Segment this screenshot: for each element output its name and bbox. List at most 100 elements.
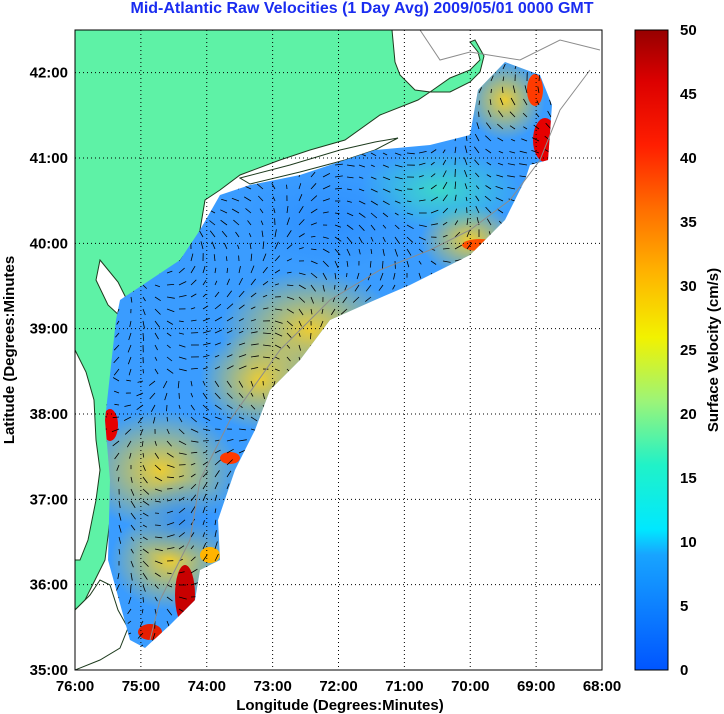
velocity-arrow (545, 122, 552, 130)
velocity-arrow (394, 176, 403, 180)
velocity-arrow (226, 459, 233, 466)
velocity-arrow (128, 332, 132, 341)
velocity-arrow (166, 464, 175, 468)
velocity-arrow (226, 290, 233, 298)
velocity-arrow (130, 536, 135, 542)
velocity-arrow (406, 152, 415, 155)
velocity-arrow (214, 530, 217, 538)
velocity-arrow (298, 205, 304, 214)
velocity-arrow (130, 548, 134, 554)
x-tick-label: 74:00 (188, 678, 226, 695)
velocity-arrow (124, 404, 132, 407)
velocity-arrow (394, 248, 398, 257)
velocity-arrow (190, 319, 197, 322)
velocity-arrow (490, 75, 494, 82)
velocity-arrow (382, 152, 388, 156)
velocity-arrow (442, 159, 447, 166)
chesapeake-bay (75, 349, 101, 561)
velocity-arrow (235, 231, 240, 238)
velocity-arrow (358, 212, 366, 218)
x-tick-label: 76:00 (56, 678, 94, 695)
velocity-arrow (226, 380, 232, 388)
velocity-arrow (464, 183, 468, 190)
velocity-arrow (473, 146, 480, 154)
velocity-arrow (250, 265, 255, 274)
velocity-arrow (190, 380, 193, 387)
velocity-arrow (113, 356, 120, 364)
velocity-arrow (497, 137, 504, 142)
velocity-arrow (507, 175, 516, 178)
velocity-arrow (202, 481, 208, 490)
velocity-arrow (442, 149, 446, 154)
velocity-arrow (130, 296, 133, 303)
velocity-arrow (406, 236, 414, 243)
velocity-arrow (118, 524, 122, 533)
velocity-arrow (113, 390, 120, 394)
velocity-arrow (496, 208, 504, 214)
velocity-arrow (322, 236, 329, 239)
velocity-arrow (430, 184, 437, 190)
velocity-arrow (202, 506, 206, 514)
velocity-arrow (142, 308, 146, 316)
velocity-arrow (454, 220, 459, 226)
velocity-arrow (286, 271, 292, 274)
velocity-arrow (190, 568, 198, 574)
velocity-arrow (442, 260, 451, 263)
velocity-arrow (394, 200, 401, 204)
velocity-arrow (298, 219, 305, 226)
bathymetry-contour (419, 30, 601, 61)
velocity-arrow (298, 194, 303, 202)
velocity-arrow (512, 85, 516, 94)
velocity-arrow (418, 236, 426, 241)
velocity-arrow (111, 428, 120, 433)
velocity-arrow (190, 545, 195, 550)
colorbar-tick-label: 40 (680, 150, 697, 167)
velocity-arrow (394, 152, 402, 156)
velocity-arrow (127, 344, 132, 353)
velocity-arrow (214, 329, 222, 334)
velocity-arrow (166, 596, 173, 602)
velocity-arrow (533, 124, 540, 130)
velocity-arrow (238, 365, 247, 370)
velocity-arrow (226, 404, 233, 409)
velocity-arrow (142, 512, 149, 517)
velocity-arrow (418, 272, 422, 279)
velocity-arrow (178, 596, 187, 600)
colorbar-tick-label: 45 (680, 86, 697, 103)
velocity-arrow (202, 342, 211, 346)
velocity-arrow (226, 303, 234, 310)
velocity-arrow (211, 241, 216, 250)
velocity-arrow (113, 368, 120, 376)
velocity-arrow (262, 307, 269, 310)
velocity-arrow (378, 284, 384, 291)
velocity-arrow (507, 163, 516, 166)
colorbar-tick-label: 25 (680, 342, 697, 359)
velocity-arrow (142, 584, 146, 592)
velocity-arrow (286, 258, 292, 262)
velocity-arrow (130, 524, 136, 531)
x-tick-label: 68:00 (583, 678, 621, 695)
velocity-arrow (346, 272, 348, 278)
velocity-arrow (274, 320, 283, 324)
velocity-arrow (485, 122, 492, 130)
velocity-arrow (346, 236, 353, 244)
velocity-arrow (178, 486, 184, 490)
velocity-arrow (475, 185, 480, 190)
velocity-arrow (190, 416, 197, 423)
velocity-arrow (154, 452, 160, 459)
velocity-arrow (509, 151, 516, 154)
velocity-arrow (248, 233, 252, 238)
velocity-arrow (519, 175, 528, 178)
velocity-arrow (220, 209, 228, 214)
velocity-arrow (223, 242, 228, 250)
velocity-arrow (214, 303, 222, 310)
velocity-arrow (178, 440, 187, 446)
velocity-arrow (128, 368, 132, 376)
velocity-arrow (250, 331, 258, 334)
x-tick-label: 70:00 (451, 678, 489, 695)
velocity-arrow (177, 380, 180, 389)
velocity-arrow (406, 200, 412, 203)
velocity-arrow (286, 332, 292, 338)
velocity-arrow (394, 212, 399, 216)
velocity-arrow (238, 318, 244, 322)
